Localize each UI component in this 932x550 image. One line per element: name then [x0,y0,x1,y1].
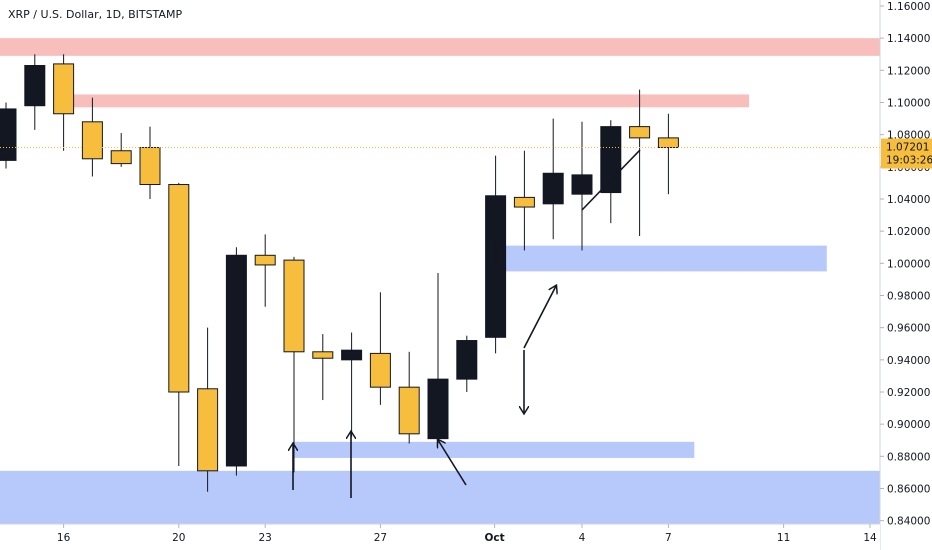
y-tick-label: 1.16000 [887,1,930,13]
y-tick-label: 0.96000 [887,323,930,335]
candle-body [139,147,161,186]
candle [657,113,679,195]
y-tick-label: 0.84000 [887,516,930,528]
zones-layer [0,38,880,550]
y-tick-label: 0.88000 [887,451,930,463]
candles-layer [0,54,679,492]
x-tick-label: 14 [863,532,877,544]
blue-zone [501,245,827,272]
candle [542,118,564,240]
y-tick-label: 1.14000 [887,33,930,45]
candle-body [168,184,190,393]
candle-body [485,195,507,338]
candle-body [81,121,103,160]
candle [312,334,334,401]
candle [53,54,75,151]
candle-body [398,386,420,435]
candle [225,247,247,476]
candle [427,272,449,444]
candle [0,102,17,169]
candle [110,133,132,167]
x-tick-label: 23 [259,532,272,544]
y-tick-label: 1.04000 [887,194,930,206]
candle [24,54,46,130]
candle-body [225,254,247,467]
candle-body [571,174,593,195]
y-tick-label: 0.92000 [887,387,930,399]
y-tick-label: 0.98000 [887,290,930,302]
x-tick-label: Oct [485,532,505,544]
candle [456,335,478,392]
candle [341,332,363,438]
x-tick-label: 27 [374,532,387,544]
y-tick-label: 1.12000 [887,65,930,77]
candle-body [513,196,535,208]
y-tick-label: 0.86000 [887,483,930,495]
candle-body [542,172,564,205]
candle-body [369,352,391,388]
current-price-badge [881,138,932,169]
candle-body [657,137,679,149]
x-tick-label: 4 [579,532,586,544]
x-tick-label: 7 [665,532,672,544]
candle-body [427,378,449,440]
candle-body [629,126,651,139]
candle-body [283,259,305,353]
candle [283,256,305,473]
candle [81,97,103,177]
candle-body [341,349,363,361]
red-zone [63,94,750,108]
candle-body [53,63,75,115]
candle [398,351,420,444]
current-price-value: 1.07201 [886,142,929,154]
trend-line [581,149,641,211]
candle-body [456,340,478,380]
candle [600,120,622,224]
price-axis-bg [880,0,932,550]
chart-title: XRP / U.S. Dollar, 1D, BITSTAMP [8,8,183,21]
y-tick-label: 0.90000 [887,419,930,431]
arrow-icon [523,286,556,349]
blue-zone [294,441,695,458]
candle-body [254,254,276,266]
y-tick-label: 1.02000 [887,226,930,238]
candle [369,292,391,405]
y-tick-label: 0.94000 [887,355,930,367]
candle-body [0,108,17,161]
candle-body [312,351,334,359]
y-tick-label: 1.00000 [887,258,930,270]
red-zone [0,38,880,56]
candle-body [110,150,132,165]
y-tick-label: 1.10000 [887,97,930,109]
candle [197,327,219,492]
x-tick-label: 11 [777,532,790,544]
x-tick-label: 20 [172,532,185,544]
candle [139,126,161,199]
current-price-timer: 19:03:26 [886,155,932,167]
candle-body [24,65,46,107]
candle [571,121,593,251]
candle [513,150,535,251]
candle [254,234,276,307]
arrow-icon [438,440,467,486]
arrow-annotations [293,149,641,498]
x-tick-label: 16 [57,532,71,544]
candle [168,182,190,466]
candle-body [197,388,219,472]
candle-body [600,126,622,194]
candle [629,89,651,236]
time-axis-bg [0,524,880,550]
